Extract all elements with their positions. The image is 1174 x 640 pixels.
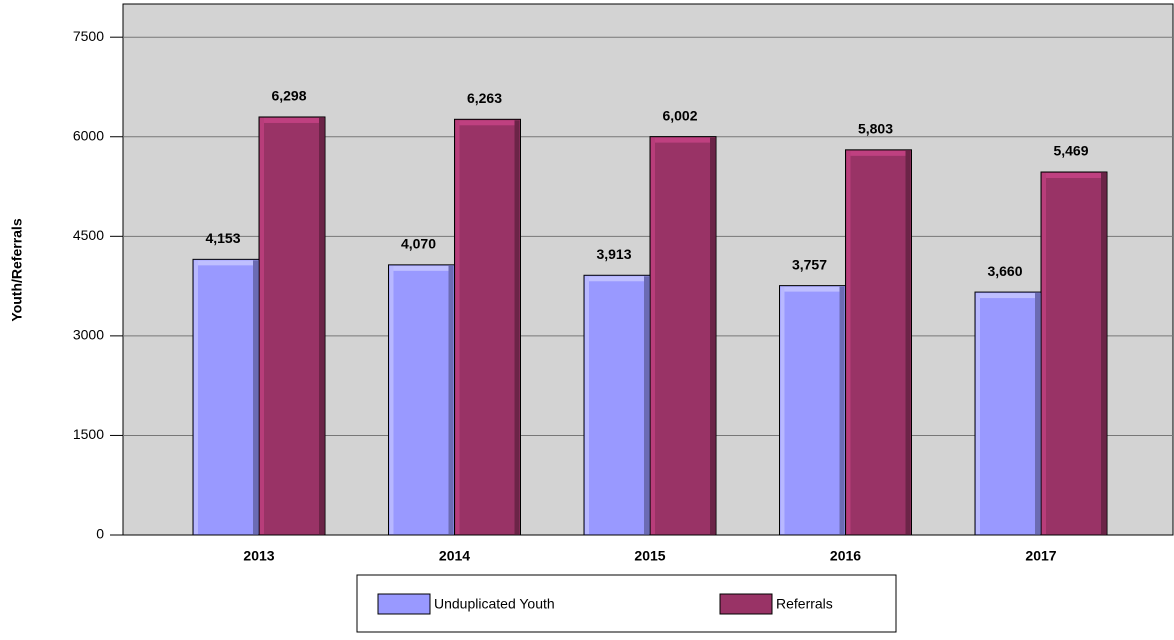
bar-bevel-left (780, 286, 785, 534)
legend (356, 574, 897, 633)
data-label: 5,469 (1053, 143, 1088, 159)
bar-bevel-left (389, 265, 394, 534)
bar-bevel-top (389, 265, 454, 271)
y-tick-label: 6000 (73, 127, 104, 143)
bar (454, 118, 521, 536)
bar-bevel-side (253, 260, 258, 534)
bar-bevel-side (319, 117, 324, 535)
y-tick-label: 1500 (73, 426, 104, 442)
y-tick-label: 3000 (73, 327, 104, 343)
y-axis-title: Youth/Referrals (9, 218, 25, 321)
legend-label: Unduplicated Youth (434, 596, 555, 612)
bar (192, 258, 260, 536)
bar (583, 274, 651, 536)
bar-bevel-side (448, 265, 454, 534)
bar-bevel-left (194, 260, 198, 534)
data-label: 6,002 (662, 107, 697, 123)
bar-bevel-left (1042, 172, 1046, 535)
bar-bevel-top (976, 293, 1040, 299)
x-tick-label: 2013 (243, 548, 274, 564)
bar-bevel-side (839, 286, 845, 534)
bar-bevel-left (846, 150, 851, 535)
data-label: 4,153 (205, 230, 240, 246)
y-tick-label: 0 (96, 526, 104, 542)
bar-bevel-side (905, 150, 911, 535)
bar (1040, 171, 1108, 536)
bar-bevel-top (585, 276, 649, 282)
bar-bevel-side (514, 120, 520, 535)
data-label: 6,298 (271, 88, 306, 104)
bar (845, 149, 912, 536)
y-tick-label: 4500 (73, 227, 104, 243)
data-label: 3,757 (792, 256, 827, 272)
legend-swatch (719, 593, 773, 615)
bar-bevel-left (260, 117, 264, 535)
bar (388, 264, 455, 536)
data-label: 4,070 (401, 236, 436, 252)
y-tick-label: 7500 (73, 28, 104, 44)
bar-bevel-side (710, 137, 715, 534)
bar-bevel-side (1035, 293, 1040, 534)
x-tick-label: 2016 (830, 548, 861, 564)
data-label: 3,913 (596, 246, 631, 262)
bar-bevel-left (585, 276, 589, 534)
x-tick-label: 2014 (439, 548, 470, 564)
data-label: 6,263 (467, 90, 502, 106)
bar-bevel-top (780, 286, 845, 292)
data-label: 3,660 (987, 263, 1022, 279)
bar-bevel-left (651, 137, 655, 534)
bar (649, 136, 717, 536)
bar-bevel-left (455, 120, 460, 535)
x-tick-label: 2017 (1025, 548, 1056, 564)
bar-bevel-top (651, 137, 715, 143)
bar-bevel-top (846, 150, 911, 156)
data-label: 5,803 (858, 121, 893, 137)
legend-label: Referrals (776, 596, 833, 612)
bar-bevel-side (1101, 172, 1106, 535)
x-tick-label: 2015 (634, 548, 665, 564)
bar (779, 285, 846, 536)
bar-bevel-top (260, 117, 324, 123)
bar-bevel-top (194, 260, 258, 266)
bar-bevel-side (644, 276, 649, 534)
bar (974, 291, 1042, 536)
legend-swatch (377, 593, 431, 615)
bar-bevel-top (455, 120, 520, 126)
bar-bevel-top (1042, 172, 1106, 178)
bar (258, 116, 326, 536)
bar-bevel-left (976, 293, 980, 534)
